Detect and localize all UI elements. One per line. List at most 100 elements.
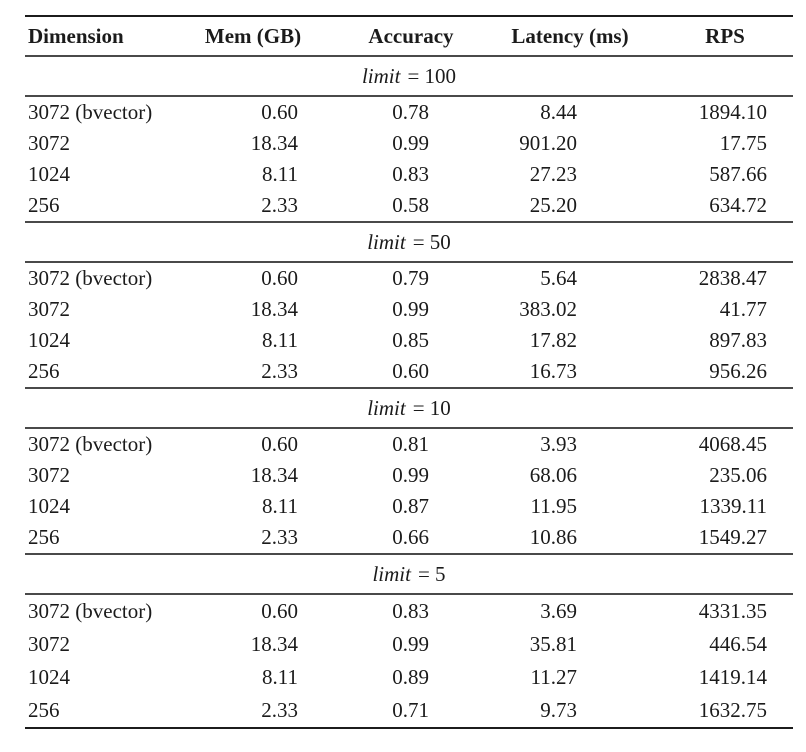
- cell-mem: 8.11: [262, 494, 298, 519]
- section-title-value: = 10: [412, 395, 451, 420]
- cell-mem: 0.60: [261, 431, 298, 456]
- cell-accuracy: 0.85: [392, 328, 429, 353]
- cell-accuracy: 0.87: [392, 494, 429, 519]
- cell-rps: 1339.11: [699, 494, 767, 519]
- column-header-mem: Mem (GB): [167, 16, 339, 57]
- benchmark-table: Dimension Mem (GB) Accuracy Latency (ms)…: [25, 15, 793, 729]
- cell-mem: 18.34: [250, 462, 298, 487]
- table-row: 1024 8.11 0.87 11.95 1339.11: [25, 491, 793, 523]
- cell-rps: 41.77: [719, 296, 767, 321]
- cell-dimension: 3072 (bvector): [28, 431, 153, 456]
- cell-rps: 1549.27: [698, 525, 767, 550]
- section-title-value: = 50: [412, 229, 451, 254]
- section-title-value: = 5: [417, 561, 446, 586]
- table-row: 3072 (bvector) 0.60 0.83 3.69 4331.35: [25, 594, 793, 628]
- table-row: 3072 18.34 0.99 901.20 17.75: [25, 128, 793, 160]
- cell-rps: 1419.14: [698, 665, 767, 690]
- cell-dimension: 3072 (bvector): [28, 265, 153, 290]
- section-title-row: limit = 10: [25, 387, 793, 429]
- cell-accuracy: 0.78: [392, 99, 429, 124]
- table-row: 3072 18.34 0.99 383.02 41.77: [25, 294, 793, 326]
- cell-dimension: 256: [28, 193, 60, 218]
- cell-mem: 2.33: [261, 525, 298, 550]
- cell-latency: 68.06: [529, 462, 577, 487]
- cell-dimension: 1024: [28, 665, 70, 690]
- table-row: 1024 8.11 0.89 11.27 1419.14: [25, 661, 793, 695]
- section-limit-50: limit = 50 3072 (bvector) 0.60 0.79 5.64 …: [25, 221, 793, 389]
- cell-mem: 8.11: [262, 162, 298, 187]
- cell-rps: 1894.10: [698, 99, 767, 124]
- header-row: Dimension Mem (GB) Accuracy Latency (ms)…: [25, 16, 793, 57]
- cell-mem: 18.34: [250, 130, 298, 155]
- cell-latency: 383.02: [519, 296, 577, 321]
- section-title-row: limit = 100: [25, 55, 793, 97]
- column-header-dimension: Dimension: [25, 16, 167, 57]
- section-title-row: limit = 5: [25, 553, 793, 595]
- section-title-limit-5: limit = 5: [25, 553, 793, 595]
- cell-latency: 5.64: [540, 265, 577, 290]
- table-row: 1024 8.11 0.83 27.23 587.66: [25, 159, 793, 191]
- table-row: 3072 18.34 0.99 35.81 446.54: [25, 628, 793, 662]
- cell-rps: 956.26: [709, 359, 767, 384]
- cell-dimension: 256: [28, 359, 60, 384]
- table-row: 256 2.33 0.60 16.73 956.26: [25, 357, 793, 389]
- cell-accuracy: 0.71: [392, 698, 429, 723]
- cell-rps: 17.75: [719, 130, 767, 155]
- cell-rps: 897.83: [709, 328, 767, 353]
- cell-accuracy: 0.60: [392, 359, 429, 384]
- cell-accuracy: 0.58: [392, 193, 429, 218]
- cell-latency: 16.73: [529, 359, 577, 384]
- cell-dimension: 3072 (bvector): [28, 99, 153, 124]
- column-header-latency: Latency (ms): [483, 16, 657, 57]
- table-header: Dimension Mem (GB) Accuracy Latency (ms)…: [25, 16, 793, 57]
- cell-accuracy: 0.99: [392, 462, 429, 487]
- cell-latency: 11.27: [530, 665, 577, 690]
- section-limit-100: limit = 100 3072 (bvector) 0.60 0.78 8.44…: [25, 55, 793, 223]
- section-title-variable: limit: [367, 395, 406, 420]
- section-title-variable: limit: [361, 63, 401, 88]
- cell-rps: 4068.45: [698, 431, 767, 456]
- section-title-value: = 100: [407, 63, 457, 88]
- cell-mem: 0.60: [261, 265, 298, 290]
- cell-accuracy: 0.99: [392, 631, 429, 656]
- cell-accuracy: 0.99: [392, 130, 429, 155]
- table-row: 3072 (bvector) 0.60 0.78 8.44 1894.10: [25, 96, 793, 128]
- cell-dimension: 1024: [28, 162, 70, 187]
- cell-dimension: 3072 (bvector): [28, 598, 153, 623]
- cell-dimension: 3072: [28, 631, 70, 656]
- cell-latency: 11.95: [530, 494, 577, 519]
- cell-mem: 2.33: [261, 193, 298, 218]
- table-row: 3072 18.34 0.99 68.06 235.06: [25, 460, 793, 492]
- cell-accuracy: 0.89: [392, 665, 429, 690]
- section-title-row: limit = 50: [25, 221, 793, 263]
- section-limit-10: limit = 10 3072 (bvector) 0.60 0.81 3.93 …: [25, 387, 793, 555]
- cell-mem: 2.33: [261, 698, 298, 723]
- cell-accuracy: 0.66: [392, 525, 429, 550]
- cell-mem: 2.33: [261, 359, 298, 384]
- cell-rps: 1632.75: [698, 698, 767, 723]
- section-title-limit-50: limit = 50: [25, 221, 793, 263]
- section-title-variable: limit: [367, 229, 406, 254]
- cell-latency: 25.20: [529, 193, 577, 218]
- cell-mem: 8.11: [262, 665, 298, 690]
- cell-mem: 0.60: [261, 598, 298, 623]
- column-header-accuracy: Accuracy: [339, 16, 483, 57]
- cell-accuracy: 0.83: [392, 598, 429, 623]
- cell-mem: 18.34: [250, 631, 298, 656]
- cell-latency: 9.73: [540, 698, 577, 723]
- cell-dimension: 3072: [28, 296, 70, 321]
- section-title-limit-100: limit = 100: [25, 55, 793, 97]
- cell-latency: 17.82: [529, 328, 577, 353]
- cell-rps: 4331.35: [698, 598, 767, 623]
- cell-accuracy: 0.81: [392, 431, 429, 456]
- table-row: 3072 (bvector) 0.60 0.79 5.64 2838.47: [25, 262, 793, 294]
- cell-mem: 8.11: [262, 328, 298, 353]
- table-row: 256 2.33 0.66 10.86 1549.27: [25, 523, 793, 555]
- cell-dimension: 1024: [28, 328, 70, 353]
- section-title-limit-10: limit = 10: [25, 387, 793, 429]
- cell-dimension: 3072: [28, 130, 70, 155]
- table-row: 256 2.33 0.58 25.20 634.72: [25, 191, 793, 223]
- section-title-variable: limit: [372, 561, 411, 586]
- cell-mem: 18.34: [250, 296, 298, 321]
